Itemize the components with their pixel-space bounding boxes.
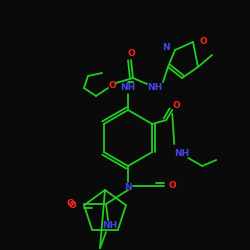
Text: N: N xyxy=(124,184,132,192)
Text: O: O xyxy=(68,201,76,210)
Text: O: O xyxy=(168,182,176,190)
Text: O: O xyxy=(199,38,207,46)
Text: O: O xyxy=(108,80,116,90)
Text: O: O xyxy=(66,200,74,208)
Text: O: O xyxy=(127,50,135,58)
Text: NH: NH xyxy=(174,150,190,158)
Text: NH: NH xyxy=(102,222,118,230)
Text: O: O xyxy=(172,102,180,110)
Text: NH: NH xyxy=(120,84,136,92)
Text: N: N xyxy=(162,44,170,52)
Text: NH: NH xyxy=(148,84,162,92)
